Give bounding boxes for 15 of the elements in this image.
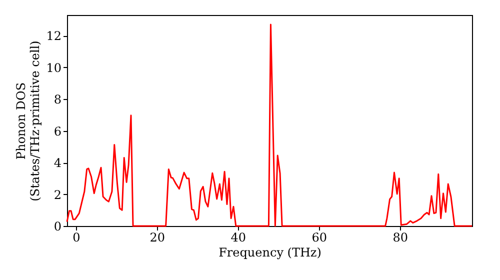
line-series	[66, 24, 473, 227]
y-tick-label: 10	[46, 60, 62, 75]
x-tick-label: 20	[150, 230, 166, 244]
x-tick-label: 0	[72, 230, 80, 244]
x-tick-label: 80	[392, 230, 408, 244]
y-axis-title: Phonon DOS (States/THz·primitive cell)	[14, 40, 42, 202]
y-tick-label: 6	[54, 124, 62, 138]
x-axis-title: Frequency (THz)	[218, 246, 322, 260]
y-tick-label: 0	[54, 220, 62, 234]
x-tick-label: 40	[230, 230, 246, 244]
y-tick-label: 4	[54, 156, 62, 170]
y-tick-label: 2	[54, 188, 62, 202]
x-tick-label: 60	[312, 230, 328, 244]
y-tick-label: 12	[46, 29, 62, 44]
y-tick-label: 8	[54, 92, 62, 107]
